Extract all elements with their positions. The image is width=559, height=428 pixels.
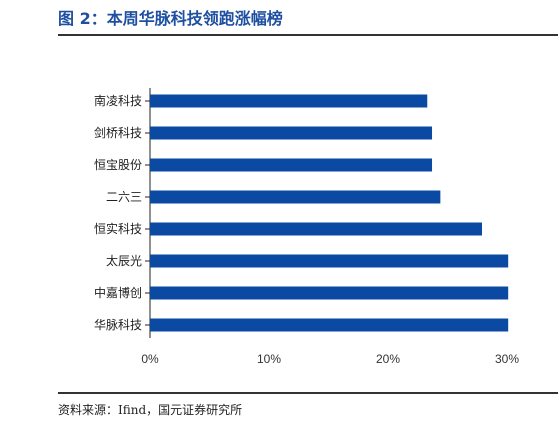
chart-title: 图 2：本周华脉科技领跑涨幅榜 [58, 9, 283, 28]
top-rule [58, 34, 558, 36]
category-label: 剑桥科技 [94, 125, 142, 140]
chart-axes [145, 88, 151, 338]
category-label: 南凌科技 [94, 93, 142, 108]
bar-7 [150, 286, 509, 300]
category-label: 二六三 [106, 190, 142, 204]
category-label: 恒宝股份 [94, 158, 142, 172]
bar-1 [150, 94, 428, 108]
category-label: 太辰光 [106, 253, 142, 268]
category-label: 恒实科技 [94, 221, 142, 236]
tick-labels: 0% 10% 20% 30% [141, 352, 519, 366]
source-note: 资料来源：Ifind，国元证券研究所 [58, 403, 243, 417]
chart-bars [150, 94, 509, 332]
x-tick-label: 10% [257, 352, 281, 366]
bar-5 [150, 222, 483, 236]
bar-8 [150, 318, 509, 332]
bar-2 [150, 126, 433, 140]
bar-3 [150, 158, 433, 172]
category-label: 中嘉博创 [94, 285, 142, 300]
bar-6 [150, 254, 509, 268]
category-label: 华脉科技 [94, 317, 142, 332]
x-tick-label: 0% [141, 352, 159, 366]
bottom-rule [58, 392, 558, 394]
x-tick-label: 30% [495, 352, 519, 366]
x-tick-label: 20% [376, 352, 400, 366]
bar-4 [150, 190, 441, 204]
